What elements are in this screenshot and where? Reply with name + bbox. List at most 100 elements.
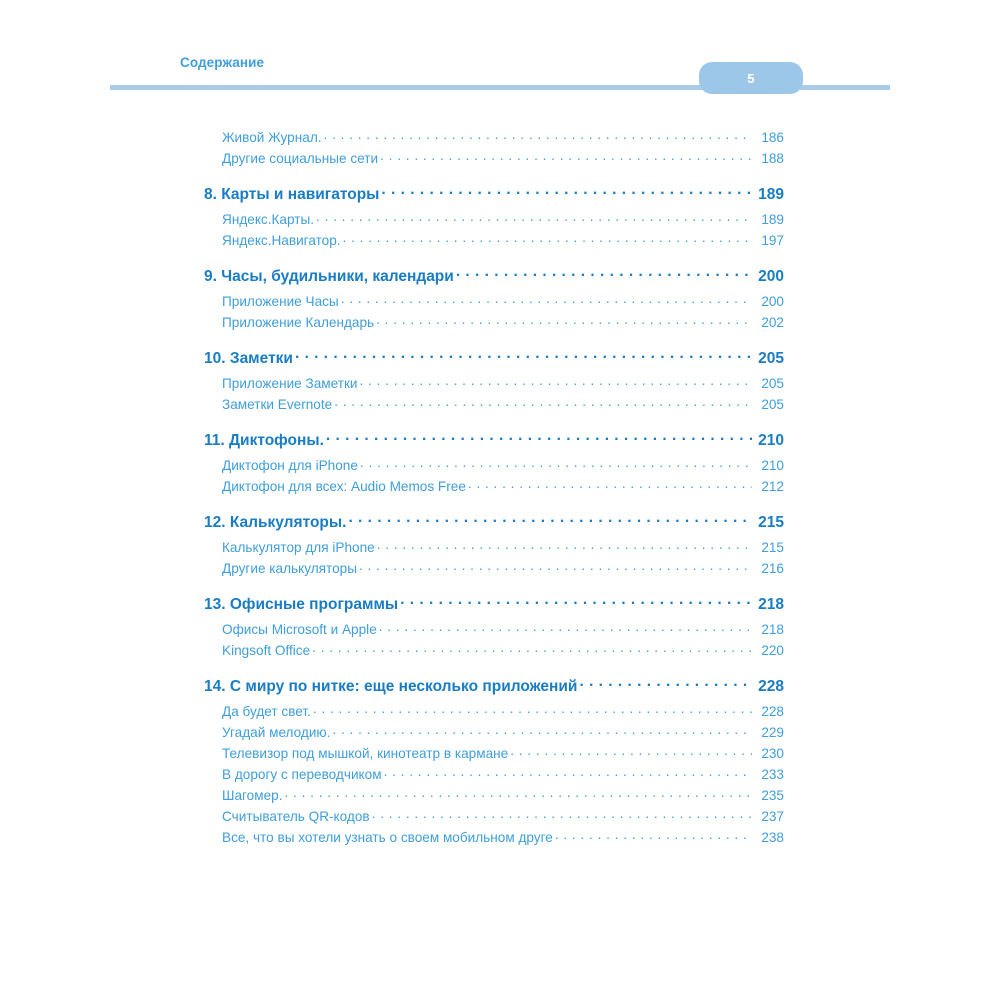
header-rule-left xyxy=(110,85,710,90)
toc-sub-entry[interactable]: Другие калькуляторы 216 xyxy=(222,559,784,580)
toc-chapter-entry[interactable]: 13. Офисные программы 218 xyxy=(204,593,784,620)
toc-entry-title: Приложение Заметки xyxy=(222,375,358,391)
toc-entry-title: Диктофон для iPhone xyxy=(222,457,358,473)
toc-entry-title: 11. Диктофоны. xyxy=(204,431,324,449)
toc-dot-leader xyxy=(295,347,752,363)
toc-entry-page-number: 228 xyxy=(761,703,784,719)
toc-dot-leader xyxy=(326,429,752,445)
toc-entry-title: Другие социальные сети xyxy=(222,150,379,166)
toc-entry-title: Шагомер. xyxy=(222,787,283,803)
toc-entry-title: 8. Карты и навигаторы xyxy=(204,185,380,203)
toc-dot-leader xyxy=(555,828,752,842)
toc-entry-page-number: 238 xyxy=(761,829,784,845)
toc-sub-entry[interactable]: Приложение Заметки 205 xyxy=(222,374,784,395)
toc-entry-title: Заметки Evernote xyxy=(222,396,333,412)
toc-sub-entry[interactable]: Приложение Часы 200 xyxy=(222,292,784,313)
toc-dot-leader xyxy=(332,723,752,737)
toc-sub-entry[interactable]: Да будет свет. 228 xyxy=(222,702,784,723)
toc-dot-leader xyxy=(348,511,752,527)
toc-dot-leader xyxy=(312,641,752,655)
toc-entry-title: Калькулятор для iPhone xyxy=(222,539,375,555)
toc-entry-page-number: 205 xyxy=(761,375,784,391)
toc-entry-page-number: 220 xyxy=(761,642,784,658)
toc-chapter-entry[interactable]: 11. Диктофоны. 210 xyxy=(204,429,784,456)
toc-entry-page-number: 228 xyxy=(758,677,784,695)
toc-dot-leader xyxy=(343,231,752,245)
toc-sub-entry[interactable]: Офисы Microsoft и Apple 218 xyxy=(222,620,784,641)
toc-sub-entry[interactable]: В дорогу с переводчиком 233 xyxy=(222,765,784,786)
toc-dot-leader xyxy=(456,265,752,281)
toc-entry-page-number: 189 xyxy=(761,211,784,227)
header-rule-right xyxy=(800,85,890,90)
toc-entry-title: Диктофон для всех: Audio Memos Free xyxy=(222,478,466,494)
toc-entry-title: 9. Часы, будильники, календари xyxy=(204,267,454,285)
toc-dot-leader xyxy=(372,807,752,821)
toc-dot-leader xyxy=(334,395,752,409)
toc-entry-page-number: 212 xyxy=(761,478,784,494)
toc-dot-leader xyxy=(379,620,752,634)
toc-sub-entry[interactable]: Все, что вы хотели узнать о своем мобиль… xyxy=(222,828,784,849)
toc-sub-entry[interactable]: Диктофон для iPhone 210 xyxy=(222,456,784,477)
toc-dot-leader xyxy=(341,292,752,306)
toc-entry-title: 10. Заметки xyxy=(204,349,293,367)
toc-dot-leader xyxy=(400,593,752,609)
toc-chapter-entry[interactable]: 12. Калькуляторы. 215 xyxy=(204,511,784,538)
toc-sub-entry[interactable]: Угадай мелодию. 229 xyxy=(222,723,784,744)
toc-entry-page-number: 215 xyxy=(761,539,784,555)
toc-dot-leader xyxy=(359,559,752,573)
toc-entry-title: Kingsoft Office xyxy=(222,642,311,658)
toc-entry-page-number: 229 xyxy=(761,724,784,740)
toc-entry-title: Да будет свет. xyxy=(222,703,311,719)
table-of-contents: Живой Журнал. 186 Другие социальные сети 18… xyxy=(0,128,1000,849)
toc-entry-title: Угадай мелодию. xyxy=(222,724,331,740)
toc-entry-title: В дорогу с переводчиком xyxy=(222,766,382,782)
toc-entry-page-number: 235 xyxy=(761,787,784,803)
toc-sub-entry[interactable]: Другие социальные сети 188 xyxy=(222,149,784,170)
toc-entry-page-number: 205 xyxy=(758,349,784,367)
toc-dot-leader xyxy=(316,210,752,224)
toc-entry-page-number: 218 xyxy=(758,595,784,613)
toc-dot-leader xyxy=(360,374,753,388)
toc-sub-entry[interactable]: Телевизор под мышкой, кинотеатр в карман… xyxy=(222,744,784,765)
toc-entry-page-number: 197 xyxy=(761,232,784,248)
toc-sub-entry[interactable]: Живой Журнал. 186 xyxy=(222,128,784,149)
toc-sub-entry[interactable]: Яндекс.Карты. 189 xyxy=(222,210,784,231)
toc-sub-entry[interactable]: Заметки Evernote 205 xyxy=(222,395,784,416)
toc-sub-entry[interactable]: Яндекс.Навигатор. 197 xyxy=(222,231,784,252)
toc-sub-entry[interactable]: Калькулятор для iPhone 215 xyxy=(222,538,784,559)
toc-sub-entry[interactable]: Считыватель QR-кодов 237 xyxy=(222,807,784,828)
toc-entry-page-number: 216 xyxy=(761,560,784,576)
toc-chapter-entry[interactable]: 14. С миру по нитке: еще несколько прило… xyxy=(204,675,784,702)
toc-entry-page-number: 186 xyxy=(761,129,784,145)
toc-sub-entry[interactable]: Шагомер. 235 xyxy=(222,786,784,807)
toc-entry-page-number: 202 xyxy=(761,314,784,330)
toc-entry-title: Приложение Часы xyxy=(222,293,339,309)
toc-dot-leader xyxy=(384,765,752,779)
toc-chapter-entry[interactable]: 8. Карты и навигаторы 189 xyxy=(204,183,784,210)
toc-entry-page-number: 237 xyxy=(761,808,784,824)
toc-entry-page-number: 233 xyxy=(761,766,784,782)
toc-dot-leader xyxy=(284,786,752,800)
toc-entry-title: 13. Офисные программы xyxy=(204,595,399,613)
toc-chapter-entry[interactable]: 10. Заметки 205 xyxy=(204,347,784,374)
toc-entry-title: Считыватель QR-кодов xyxy=(222,808,370,824)
toc-entry-page-number: 215 xyxy=(758,513,784,531)
toc-dot-leader xyxy=(376,313,752,327)
toc-entry-title: Другие калькуляторы xyxy=(222,560,357,576)
toc-dot-leader xyxy=(381,183,752,199)
page-header: Содержание 5 xyxy=(0,55,1000,100)
toc-entry-title: Все, что вы хотели узнать о своем мобиль… xyxy=(222,829,553,845)
toc-dot-leader xyxy=(510,744,752,758)
toc-sub-entry[interactable]: Kingsoft Office 220 xyxy=(222,641,784,662)
toc-entry-title: Приложение Календарь xyxy=(222,314,375,330)
toc-entry-page-number: 230 xyxy=(761,745,784,761)
toc-sub-entry[interactable]: Диктофон для всех: Audio Memos Free 212 xyxy=(222,477,784,498)
toc-dot-leader xyxy=(313,702,752,716)
toc-sub-entry[interactable]: Приложение Календарь 202 xyxy=(222,313,784,334)
toc-entry-title: 12. Калькуляторы. xyxy=(204,513,347,531)
toc-entry-page-number: 200 xyxy=(761,293,784,309)
toc-entry-page-number: 189 xyxy=(758,185,784,203)
toc-entry-title: Телевизор под мышкой, кинотеатр в карман… xyxy=(222,745,509,761)
toc-entry-page-number: 218 xyxy=(761,621,784,637)
toc-chapter-entry[interactable]: 9. Часы, будильники, календари 200 xyxy=(204,265,784,292)
